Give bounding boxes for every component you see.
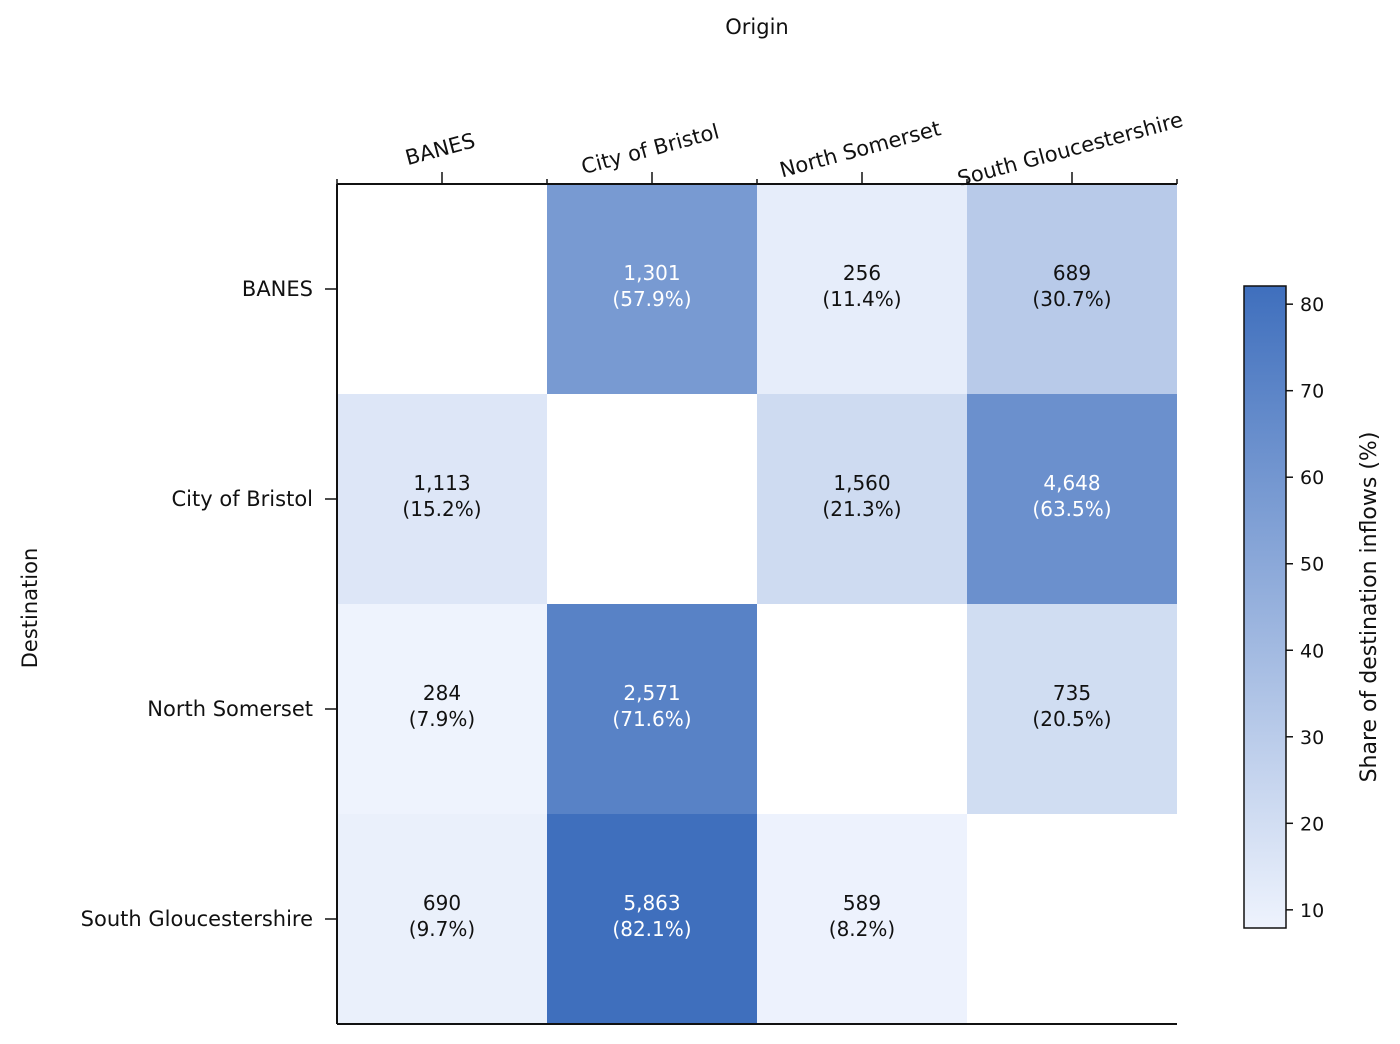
heatmap-cell bbox=[967, 604, 1177, 814]
cell-share-label: (82.1%) bbox=[612, 917, 691, 941]
heatmap-cell bbox=[967, 184, 1177, 394]
heatmap-cell bbox=[337, 394, 547, 604]
cell-count-label: 589 bbox=[843, 891, 881, 915]
cell-count-label: 1,560 bbox=[833, 471, 890, 495]
y-tick-label: North Somerset bbox=[147, 697, 313, 721]
cell-count-label: 4,648 bbox=[1043, 471, 1100, 495]
cell-share-label: (21.3%) bbox=[822, 497, 901, 521]
y-tick-label: BANES bbox=[242, 277, 313, 301]
y-tick-label: South Gloucestershire bbox=[81, 907, 313, 931]
cell-share-label: (30.7%) bbox=[1032, 287, 1111, 311]
colorbar-tick-label: 20 bbox=[1300, 813, 1324, 835]
heatmap-cell bbox=[757, 814, 967, 1024]
y-axis-title: Destination bbox=[18, 548, 42, 669]
cell-count-label: 256 bbox=[843, 261, 881, 285]
cell-share-label: (8.2%) bbox=[829, 917, 895, 941]
colorbar-gradient bbox=[1243, 285, 1287, 929]
colorbar: 10 20 30 40 50 60 70 80 Share of destination inf… bbox=[1243, 285, 1382, 929]
cell-share-label: (20.5%) bbox=[1032, 707, 1111, 731]
heatmap-cell bbox=[757, 184, 967, 394]
cell-share-label: (7.9%) bbox=[409, 707, 475, 731]
heatmap-cell bbox=[967, 394, 1177, 604]
cell-share-label: (11.4%) bbox=[822, 287, 901, 311]
cell-share-label: (57.9%) bbox=[612, 287, 691, 311]
heatmap-cells bbox=[337, 184, 1177, 1024]
heatmap-cell bbox=[547, 814, 757, 1024]
heatmap-cell bbox=[757, 394, 967, 604]
cell-count-label: 1,301 bbox=[623, 261, 680, 285]
cell-count-label: 690 bbox=[423, 891, 461, 915]
cell-share-label: (63.5%) bbox=[1032, 497, 1111, 521]
heatmap-cell bbox=[547, 184, 757, 394]
y-tick-label: City of Bristol bbox=[172, 487, 313, 511]
heatmap-cell-labels: 1,301(57.9%) 256(11.4%) 689(30.7%) 1,113(15… bbox=[402, 261, 1111, 941]
colorbar-tick-label: 70 bbox=[1300, 381, 1324, 403]
cell-count-label: 1,113 bbox=[413, 471, 470, 495]
x-tick-label: South Gloucestershire bbox=[955, 108, 1186, 191]
colorbar-tick-label: 10 bbox=[1300, 900, 1324, 922]
cell-share-label: (71.6%) bbox=[612, 707, 691, 731]
cell-share-label: (9.7%) bbox=[409, 917, 475, 941]
colorbar-tick-label: 30 bbox=[1300, 727, 1324, 749]
colorbar-tick-label: 40 bbox=[1300, 640, 1324, 662]
colorbar-tick-label: 60 bbox=[1300, 467, 1324, 489]
colorbar-title: Share of destination inflows (%) bbox=[1357, 432, 1382, 783]
x-tick-label: BANES bbox=[403, 128, 478, 170]
cell-count-label: 689 bbox=[1053, 261, 1091, 285]
colorbar-tick-label: 80 bbox=[1300, 294, 1324, 316]
cell-count-label: 284 bbox=[423, 681, 461, 705]
cell-count-label: 5,863 bbox=[623, 891, 680, 915]
cell-count-label: 2,571 bbox=[623, 681, 680, 705]
x-tick-label: North Somerset bbox=[777, 116, 943, 182]
colorbar-tick-label: 50 bbox=[1300, 554, 1324, 576]
cell-count-label: 735 bbox=[1053, 681, 1091, 705]
x-tick-label: City of Bristol bbox=[579, 119, 722, 179]
heatmap-cell bbox=[337, 604, 547, 814]
heatmap-cell bbox=[547, 604, 757, 814]
x-axis-title: Origin bbox=[725, 15, 788, 39]
cell-share-label: (15.2%) bbox=[402, 497, 481, 521]
heatmap-cell bbox=[337, 814, 547, 1024]
